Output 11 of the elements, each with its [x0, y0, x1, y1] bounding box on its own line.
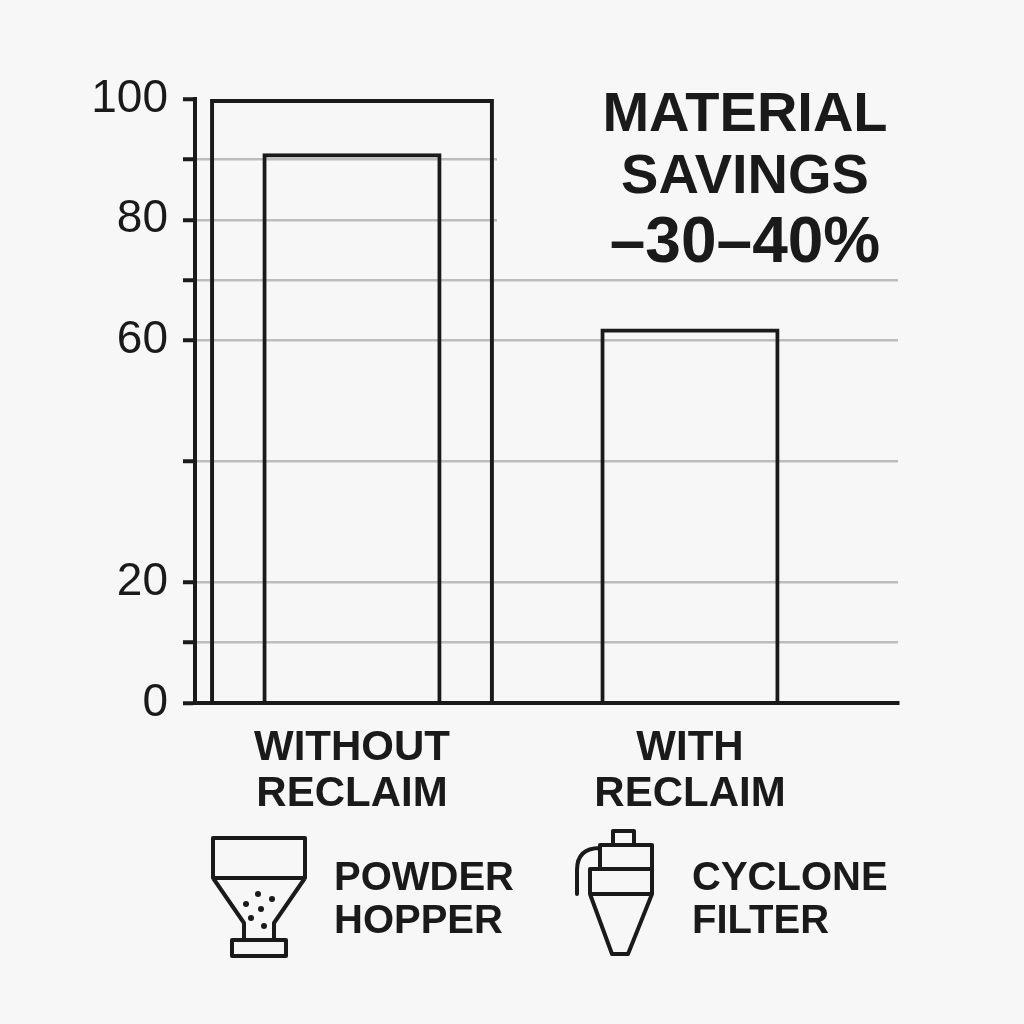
text: –30–40%	[608, 204, 882, 276]
y-tick-label: 100	[91, 69, 168, 122]
y-tick-label: 60	[116, 311, 168, 364]
text: CYCLONE FILTER	[692, 854, 889, 941]
chart-title: MATERIAL SAVINGS	[601, 80, 889, 205]
y-tick-label: 20	[116, 552, 168, 605]
x-tick-label: WITH RECLAIM	[594, 721, 786, 815]
x-tick-label: WITHOUT RECLAIM	[254, 721, 451, 815]
text: POWDER HOPPER	[334, 854, 515, 941]
y-tick-label: 80	[116, 190, 168, 243]
y-tick-label: 0	[142, 673, 168, 726]
